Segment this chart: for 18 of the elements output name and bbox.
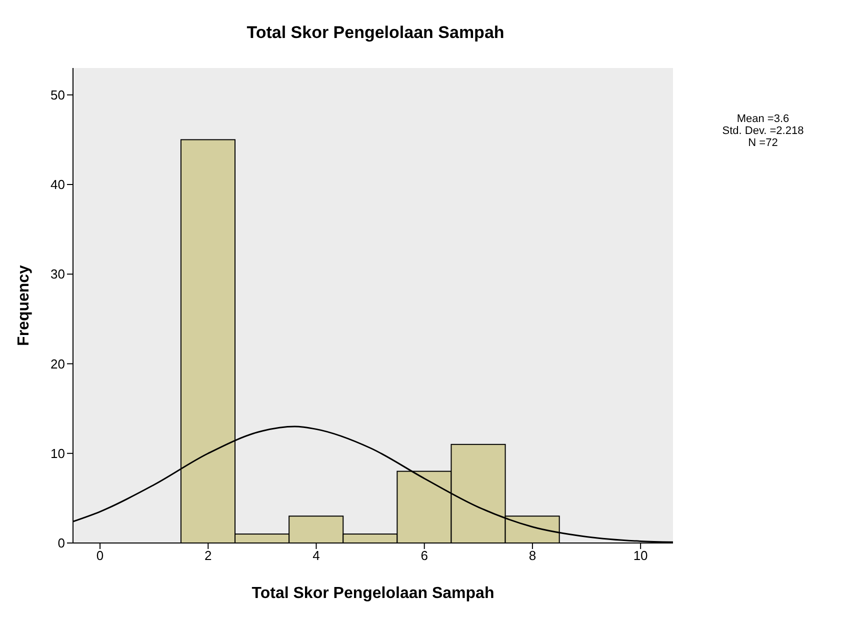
y-tick-label: 10 bbox=[50, 446, 65, 461]
y-tick-label: 0 bbox=[58, 536, 65, 551]
chart-title: Total Skor Pengelolaan Sampah bbox=[246, 23, 506, 43]
x-tick-label: 4 bbox=[312, 548, 320, 564]
y-axis-title: Frequency bbox=[16, 264, 33, 346]
x-tick-label: 0 bbox=[96, 548, 104, 564]
y-tick-label: 30 bbox=[50, 266, 65, 282]
x-tick-label: 6 bbox=[420, 548, 428, 564]
x-tick-label: 10 bbox=[633, 548, 648, 564]
y-tick-label: 40 bbox=[50, 177, 65, 192]
x-tick-label: 2 bbox=[204, 548, 212, 564]
x-axis-title: Total Skor Pengelolaan Sampah bbox=[252, 585, 494, 602]
text: Mean =3.6 bbox=[736, 113, 790, 125]
y-tick-label: 20 bbox=[50, 356, 65, 372]
text: Std. Dev. =2.218 bbox=[721, 125, 805, 137]
y-tick-label: 50 bbox=[50, 88, 65, 102]
text: N =72 bbox=[747, 137, 779, 149]
x-tick-label: 8 bbox=[528, 548, 536, 564]
